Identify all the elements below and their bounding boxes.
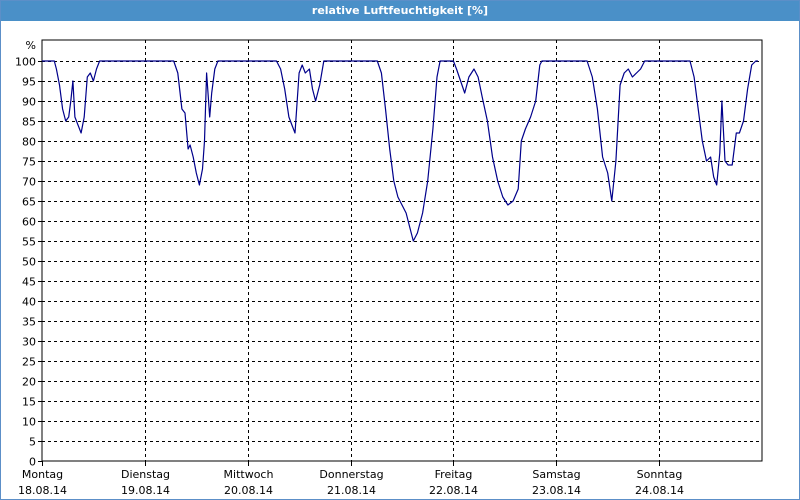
y-tick-label: 60 <box>22 216 36 229</box>
x-tick-label-date: 23.08.14 <box>532 484 581 497</box>
x-tick-label-date: 19.08.14 <box>121 484 170 497</box>
y-tick-label: 35 <box>22 316 36 329</box>
y-tick-label: 20 <box>22 376 36 389</box>
y-tick-label: 0 <box>29 456 36 469</box>
y-tick-label: 55 <box>22 236 36 249</box>
x-tick-label-date: 21.08.14 <box>327 484 376 497</box>
y-tick-label: 40 <box>22 296 36 309</box>
x-tick-label-date: 20.08.14 <box>224 484 273 497</box>
y-tick-label: 70 <box>22 176 36 189</box>
y-tick-label: 15 <box>22 396 36 409</box>
y-tick-label: 65 <box>22 196 36 209</box>
x-tick-label-date: 22.08.14 <box>429 484 478 497</box>
x-tick-label-date: 18.08.14 <box>18 484 67 497</box>
x-tick-label-day: Sonntag <box>637 468 683 481</box>
x-tick-label-day: Samstag <box>532 468 580 481</box>
y-tick-label: 100 <box>15 56 36 69</box>
x-tick-label-day: Montag <box>22 468 63 481</box>
plot-area-frame <box>41 39 763 462</box>
x-tick-label-day: Mittwoch <box>224 468 274 481</box>
chart-title: relative Luftfeuchtigkeit [%] <box>1 1 799 21</box>
y-tick-label: 75 <box>22 156 36 169</box>
y-tick-label: 85 <box>22 116 36 129</box>
y-tick-label: 90 <box>22 96 36 109</box>
y-tick-label: 50 <box>22 256 36 269</box>
y-tick-label: 95 <box>22 76 36 89</box>
y-tick-label: 10 <box>22 416 36 429</box>
y-axis-label: % <box>26 39 36 52</box>
humidity-series-line <box>42 60 758 242</box>
x-tick-label-day: Freitag <box>435 468 473 481</box>
x-tick-label-day: Donnerstag <box>319 468 383 481</box>
y-tick-label: 5 <box>29 436 36 449</box>
y-tick-label: 45 <box>22 276 36 289</box>
y-tick-label: 25 <box>22 356 36 369</box>
x-tick-label-day: Dienstag <box>121 468 170 481</box>
y-tick-label: 80 <box>22 136 36 149</box>
x-tick-label-date: 24.08.14 <box>635 484 684 497</box>
y-tick-label: 30 <box>22 336 36 349</box>
